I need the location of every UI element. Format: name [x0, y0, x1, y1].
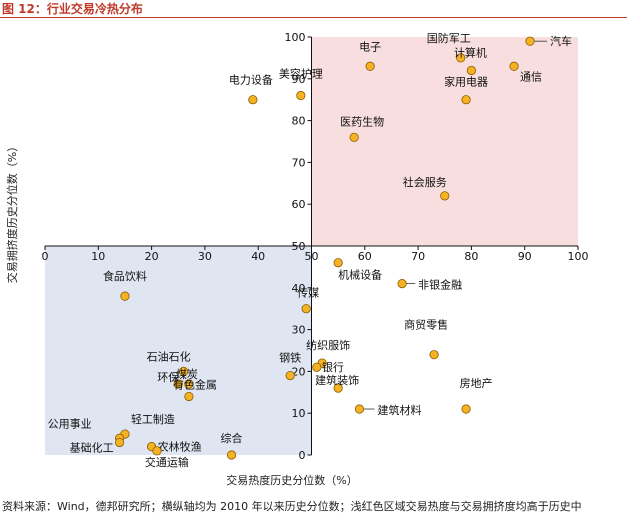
y-tick-label: 100	[285, 31, 306, 44]
y-tick-label: 50	[292, 240, 306, 253]
data-point	[120, 291, 130, 301]
data-point	[184, 391, 194, 402]
data-point	[461, 95, 471, 105]
y-tick-label: 20	[292, 365, 306, 378]
hot-region	[311, 37, 578, 246]
point-label: 有色金属	[173, 377, 217, 391]
data-point	[115, 437, 125, 448]
data-point	[285, 370, 295, 381]
point-label: 基础化工	[70, 440, 114, 454]
data-point	[440, 191, 450, 201]
point-label: 纺织服饰	[306, 338, 350, 352]
data-point	[152, 446, 162, 456]
x-tick-label: 80	[464, 250, 478, 263]
point-label: 商贸零售	[404, 318, 448, 332]
y-tick-label: 60	[292, 198, 306, 211]
y-tick-label: 80	[292, 115, 306, 128]
data-point	[173, 379, 183, 389]
point-label: 银行	[322, 360, 344, 374]
data-point	[365, 61, 375, 71]
title-rule	[0, 17, 627, 18]
x-tick-label: 100	[568, 250, 589, 263]
x-tick-label: 40	[251, 250, 265, 263]
point-label: 传媒	[297, 287, 319, 300]
data-point	[429, 350, 439, 360]
x-tick-label: 30	[198, 250, 212, 263]
point-label: 电力设备	[229, 73, 273, 87]
point-label: 非银金融	[418, 278, 462, 292]
point-label: 石油石化	[147, 349, 191, 363]
point-label: 钢铁	[279, 352, 301, 365]
source-note: 资料来源：Wind，德邦研究所；横纵轴均为 2010 年以来历史分位数；浅红色区…	[2, 500, 582, 513]
x-tick-label: 60	[358, 250, 372, 263]
point-label: 通信	[520, 70, 542, 83]
point-label: 公用事业	[48, 417, 92, 430]
x-tick-label: 20	[145, 250, 159, 263]
y-tick-label: 90	[292, 73, 306, 86]
point-label: 房地产	[460, 376, 493, 390]
cold-region	[45, 246, 312, 455]
x-tick-label: 70	[411, 250, 425, 263]
figure-title: 图 12：行业交易冷热分布	[2, 2, 143, 16]
point-label: 国防军工	[427, 31, 471, 45]
data-point	[226, 450, 237, 460]
point-label: 家用电器	[444, 75, 488, 89]
axes-layer: 0 10 20 30 40 50 60 70 80 90 100 0 10 20 30 40 50 60 70 80 9…	[42, 31, 589, 462]
data-point	[301, 304, 311, 314]
data-point	[461, 404, 471, 414]
point-label: 综合	[221, 431, 243, 445]
point-label: 电子	[359, 40, 381, 53]
point-label: 医药生物	[340, 114, 384, 128]
data-point	[354, 404, 365, 414]
point-label: 社会服务	[403, 175, 447, 189]
point-label: 农林牧渔	[158, 440, 202, 454]
data-point	[525, 36, 535, 46]
point-label: 轻工制造	[131, 412, 175, 426]
y-tick-label: 40	[292, 282, 306, 295]
data-point	[456, 53, 466, 63]
data-point	[312, 362, 322, 372]
y-axis-label: 交易拥挤度历史分位数（%）	[5, 141, 19, 283]
data-point	[178, 366, 189, 376]
data-point	[296, 90, 306, 101]
x-tick-label: 50	[305, 250, 319, 263]
point-label: 交通运输	[145, 455, 189, 469]
point-label: 机械设备	[338, 268, 382, 282]
x-tick-label: 90	[518, 250, 532, 263]
point-label: 建筑材料	[377, 403, 421, 417]
y-tick-label: 30	[292, 324, 306, 337]
data-point	[509, 61, 519, 71]
point-label: 建筑装饰	[315, 373, 359, 387]
data-point	[349, 132, 359, 142]
x-tick-label: 0	[42, 250, 49, 263]
y-tick-label: 10	[292, 407, 306, 420]
data-point	[184, 379, 194, 389]
y-tick-label: 70	[292, 156, 306, 169]
point-label: 计算机	[454, 45, 487, 59]
data-point	[248, 95, 258, 105]
x-tick-label: 10	[91, 250, 105, 263]
data-point	[397, 279, 407, 289]
point-label: 汽车	[550, 34, 572, 48]
point-label: 食品饮料	[103, 269, 147, 283]
data-point	[333, 258, 343, 268]
point-label: 煤炭	[176, 368, 198, 381]
point-label: 美容护理	[279, 67, 323, 81]
x-axis-label: 交易热度历史分位数（%）	[226, 473, 357, 487]
data-point	[333, 383, 343, 393]
data-point	[466, 65, 476, 76]
point-label: 环保	[157, 370, 179, 384]
y-tick-label: 0	[299, 449, 306, 462]
